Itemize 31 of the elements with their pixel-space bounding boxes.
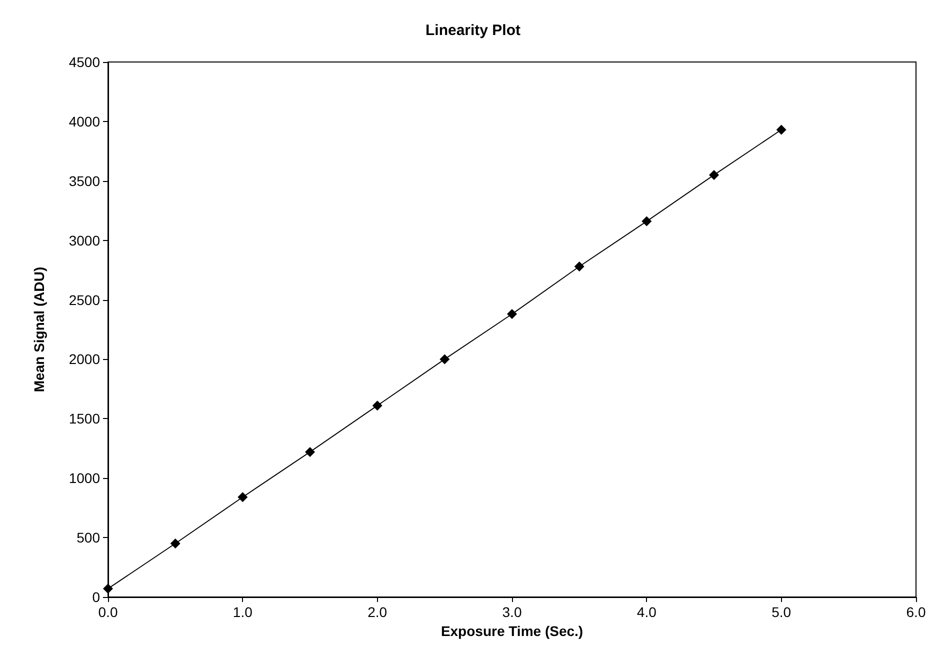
y-tick-label: 4000 [68, 113, 100, 130]
chart-title: Linearity Plot [425, 22, 521, 39]
x-axis-title: Exposure Time (Sec.) [440, 622, 584, 639]
point [574, 261, 584, 272]
x-tick-label: 0.0 [98, 604, 118, 620]
y-axis-title: Mean Signal (ADU) [31, 266, 47, 392]
point [709, 170, 719, 180]
x-tick-label: 6.0 [906, 604, 926, 620]
x-tick-label: 1.0 [232, 604, 253, 620]
y-tick-label: 2000 [68, 351, 100, 368]
y-tick-label: 3500 [68, 172, 100, 189]
y-tick-label: 4500 [68, 54, 100, 70]
x-tick-label: 2.0 [368, 604, 388, 620]
point [170, 538, 180, 548]
y-tick-label: 1500 [68, 410, 100, 427]
point [440, 354, 450, 364]
y-tick-label: 500 [76, 530, 100, 546]
point [507, 309, 517, 320]
point [305, 446, 315, 457]
y-tick-label: 2500 [68, 292, 100, 308]
y-tick-label: 1000 [68, 470, 100, 486]
point [776, 124, 786, 135]
point [238, 492, 248, 502]
x-tick-label: 5.0 [772, 604, 792, 620]
y-tick-label: 0 [92, 589, 100, 605]
y-tick-label: 3000 [68, 232, 100, 248]
x-tick-label: 4.0 [636, 604, 657, 620]
x-tick-label: 3.0 [502, 604, 522, 620]
point [103, 584, 113, 594]
point [642, 216, 652, 226]
point [372, 400, 382, 411]
